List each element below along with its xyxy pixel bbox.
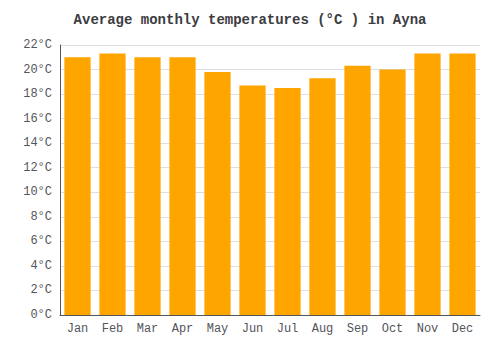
svg-text:Apr: Apr xyxy=(172,322,194,336)
svg-text:2°C: 2°C xyxy=(30,283,52,297)
svg-text:May: May xyxy=(207,322,229,336)
svg-text:Oct: Oct xyxy=(382,322,404,336)
svg-text:6°C: 6°C xyxy=(30,234,52,248)
svg-text:16°C: 16°C xyxy=(23,112,52,126)
svg-text:Nov: Nov xyxy=(417,322,439,336)
svg-text:22°C: 22°C xyxy=(23,38,52,52)
svg-text:0°C: 0°C xyxy=(30,308,52,322)
svg-text:8°C: 8°C xyxy=(30,210,52,224)
svg-text:12°C: 12°C xyxy=(23,161,52,175)
svg-text:Average monthly temperatures (: Average monthly temperatures (°C ) in Ay… xyxy=(74,12,427,28)
svg-text:18°C: 18°C xyxy=(23,87,52,101)
svg-text:20°C: 20°C xyxy=(23,63,52,77)
svg-text:Dec: Dec xyxy=(452,322,474,336)
svg-text:4°C: 4°C xyxy=(30,259,52,273)
svg-text:Aug: Aug xyxy=(312,322,334,336)
svg-text:Feb: Feb xyxy=(102,322,124,336)
svg-text:10°C: 10°C xyxy=(23,185,52,199)
svg-text:Jan: Jan xyxy=(67,322,89,336)
svg-text:Jul: Jul xyxy=(277,322,299,336)
svg-text:Mar: Mar xyxy=(137,322,159,336)
svg-text:14°C: 14°C xyxy=(23,136,52,150)
svg-text:Jun: Jun xyxy=(242,322,264,336)
svg-text:Sep: Sep xyxy=(347,322,369,336)
